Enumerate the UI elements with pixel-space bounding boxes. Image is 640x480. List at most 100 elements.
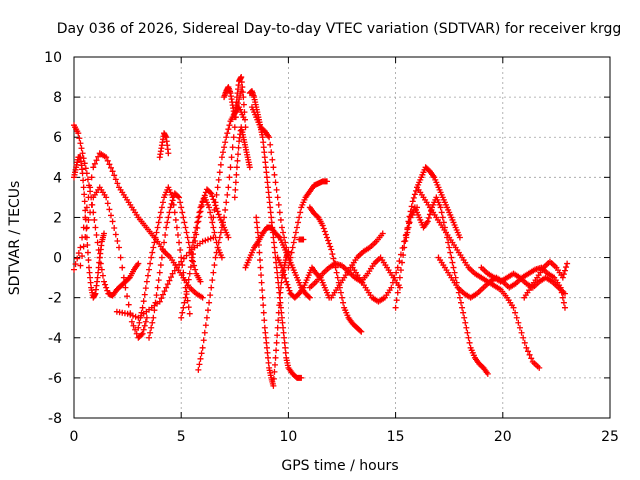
data-point — [80, 243, 87, 250]
data-point — [322, 231, 329, 238]
data-point — [306, 294, 313, 301]
data-point — [167, 204, 174, 211]
data-point — [205, 236, 211, 243]
data-point — [207, 189, 214, 196]
data-point — [279, 319, 286, 326]
data-point — [399, 259, 406, 266]
data-point — [221, 144, 228, 151]
data-point — [286, 287, 293, 294]
data-point — [334, 274, 341, 281]
data-point — [141, 322, 148, 329]
data-point — [183, 229, 190, 236]
data-point — [119, 264, 126, 271]
data-point — [272, 361, 278, 368]
data-point — [184, 282, 191, 289]
data-point — [270, 164, 277, 171]
data-point — [559, 274, 566, 281]
data-point — [107, 164, 114, 171]
data-point — [218, 224, 225, 231]
data-point — [218, 254, 225, 261]
data-point — [140, 326, 147, 333]
series-s8 — [156, 130, 172, 161]
data-point — [223, 134, 230, 141]
data-point — [138, 309, 145, 316]
data-point — [456, 234, 463, 241]
data-point — [178, 254, 185, 261]
data-point — [157, 262, 164, 269]
data-point — [394, 264, 401, 271]
data-point — [198, 350, 205, 357]
data-point — [273, 186, 280, 193]
data-point — [112, 231, 119, 238]
data-point — [187, 264, 194, 271]
data-point — [263, 174, 270, 181]
data-point — [388, 284, 395, 291]
data-point — [82, 207, 89, 214]
data-point — [536, 364, 543, 371]
series-s22 — [296, 236, 307, 243]
data-point — [285, 284, 292, 291]
data-point — [220, 219, 227, 226]
data-point — [314, 213, 321, 220]
data-point — [186, 310, 193, 317]
data-point — [202, 322, 209, 329]
data-point — [150, 244, 157, 251]
data-point — [212, 199, 219, 206]
data-point — [438, 209, 445, 216]
data-point — [210, 214, 217, 221]
y-tick-label: -2 — [48, 291, 62, 307]
data-point — [191, 234, 198, 241]
data-point — [282, 275, 289, 282]
data-point — [84, 176, 91, 183]
data-point — [340, 299, 347, 306]
data-point — [404, 229, 411, 236]
data-point — [96, 259, 103, 266]
data-point — [320, 225, 327, 232]
data-point — [564, 260, 571, 267]
data-point — [154, 224, 161, 231]
data-point — [95, 264, 102, 271]
data-point — [181, 219, 188, 226]
data-point — [232, 104, 239, 111]
data-point — [104, 287, 111, 294]
data-point — [256, 257, 263, 264]
data-point — [437, 204, 444, 211]
data-point — [183, 288, 190, 295]
data-point — [333, 269, 340, 276]
series-s26 — [392, 164, 463, 311]
data-point — [189, 258, 196, 265]
data-point — [168, 274, 175, 281]
data-point — [240, 101, 247, 108]
data-point — [185, 276, 192, 283]
data-point — [103, 284, 110, 291]
series-s27 — [403, 194, 491, 377]
data-point — [561, 267, 568, 274]
data-point — [124, 310, 131, 317]
data-point — [271, 368, 278, 375]
data-point — [403, 234, 410, 241]
data-point — [101, 230, 108, 237]
data-point — [104, 157, 111, 164]
data-point — [93, 231, 100, 238]
data-point — [526, 351, 533, 358]
data-point — [77, 244, 84, 251]
series-s13 — [221, 74, 249, 131]
data-point — [90, 164, 97, 171]
data-point — [270, 234, 277, 241]
data-point — [171, 209, 178, 216]
y-tick-label: 8 — [53, 90, 62, 106]
data-point — [263, 339, 270, 346]
data-point — [215, 211, 222, 218]
data-point — [159, 247, 166, 254]
data-point — [217, 229, 224, 236]
data-point — [162, 231, 169, 238]
data-point — [168, 200, 175, 207]
data-point — [138, 331, 145, 338]
data-point — [194, 219, 201, 226]
data-point — [213, 239, 220, 246]
data-point — [265, 354, 272, 361]
data-point — [286, 259, 293, 266]
data-point — [275, 317, 282, 324]
data-point — [231, 114, 238, 121]
y-axis-label: SDTVAR / TECUs — [7, 181, 23, 296]
